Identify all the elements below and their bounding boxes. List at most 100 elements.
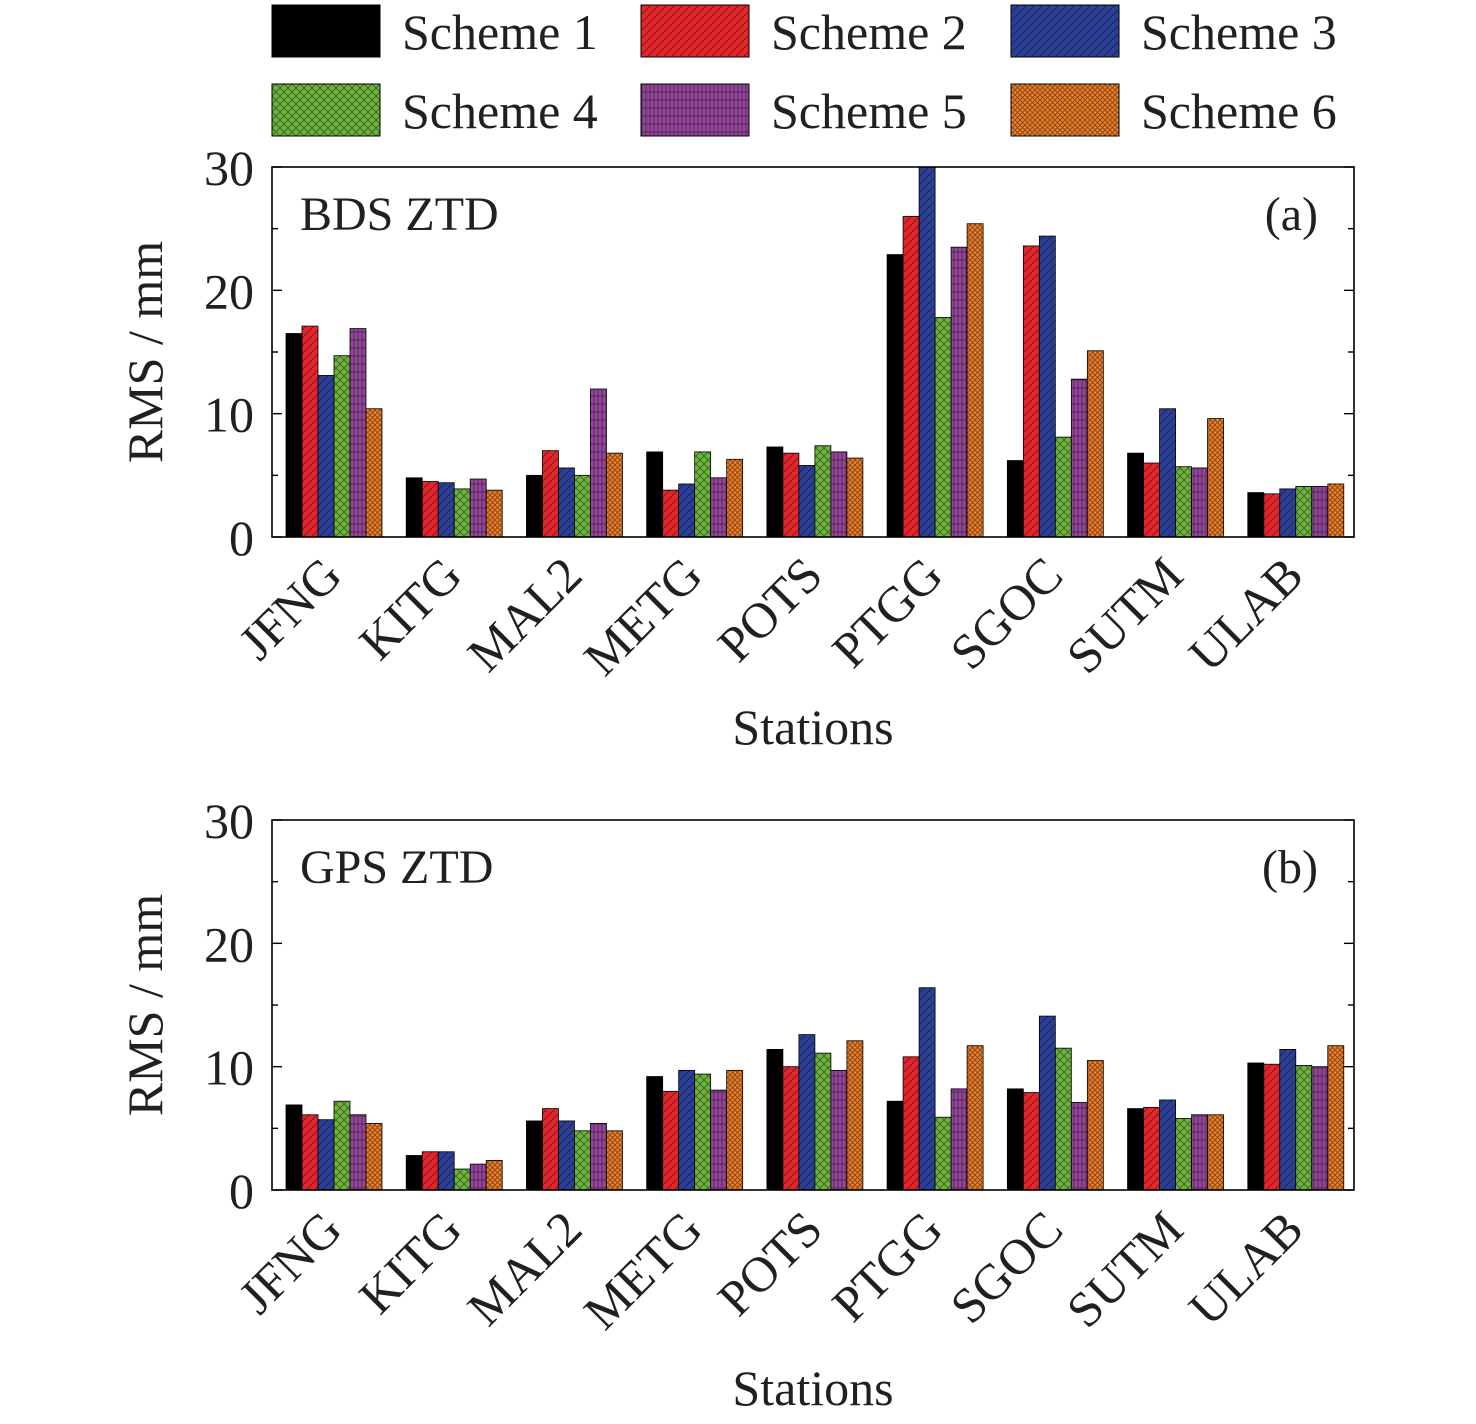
bar-mal2-scheme-6	[606, 452, 623, 538]
x-tick-label-mal2: MAL2	[456, 546, 592, 682]
y-axis-label: RMS / mm	[117, 241, 173, 463]
bar-mal2-scheme-3	[558, 1120, 575, 1191]
bar-pots-scheme-1	[766, 1049, 784, 1191]
x-tick-label-sutm: SUTM	[1056, 1200, 1194, 1338]
bar-sutm-scheme-3	[1159, 408, 1176, 538]
bar-ulab-scheme-1	[1247, 1062, 1265, 1191]
bar-sgoc-scheme-2	[1022, 245, 1040, 538]
bar-ulab-scheme-5	[1311, 1066, 1329, 1191]
y-axis: 0 10 20 30	[204, 140, 1354, 566]
bar-pots-scheme-4	[814, 445, 832, 538]
legend-swatch	[271, 83, 381, 137]
x-axis-label: Stations	[732, 699, 893, 755]
bar-jfng-scheme-5	[349, 1114, 367, 1191]
bar-kitg-scheme-6	[485, 1160, 503, 1191]
bar-ptgg-scheme-4	[934, 317, 952, 538]
legend-label: Scheme 4	[402, 83, 598, 139]
x-tick-label-metg: METG	[573, 546, 713, 686]
bar-sgoc-scheme-4	[1054, 436, 1072, 538]
bar-ulab-scheme-5	[1311, 486, 1329, 538]
bar-ptgg-scheme-5	[950, 246, 968, 538]
bar-metg-scheme-2	[662, 489, 680, 538]
bar-sutm-scheme-6	[1207, 1114, 1224, 1191]
bar-kitg-scheme-1	[405, 477, 423, 538]
legend-label: Scheme 1	[402, 4, 598, 60]
bar-sutm-scheme-1	[1127, 452, 1144, 538]
bar-jfng-scheme-6	[365, 408, 383, 538]
bar-kitg-scheme-3	[437, 482, 455, 538]
bar-mal2-scheme-2	[542, 450, 559, 538]
bar-sgoc-scheme-6	[1086, 1060, 1104, 1191]
bar-mal2-scheme-1	[526, 474, 543, 538]
bar-metg-scheme-3	[678, 483, 696, 538]
bar-kitg-scheme-2	[421, 1151, 439, 1191]
legend-item-scheme-4: Scheme 4	[271, 83, 598, 139]
bar-jfng-scheme-4	[333, 355, 351, 538]
bar-ulab-scheme-3	[1279, 488, 1297, 538]
bar-pots-scheme-6	[846, 1040, 864, 1191]
bar-sutm-scheme-5	[1191, 467, 1208, 538]
bar-sutm-scheme-6	[1207, 418, 1224, 538]
x-tick-label-sgoc: SGOC	[939, 1200, 1073, 1334]
y-tick-label: 10	[204, 1040, 254, 1096]
legend-label: Scheme 3	[1141, 4, 1337, 60]
bar-pots-scheme-5	[830, 1069, 848, 1191]
bar-sgoc-scheme-4	[1054, 1047, 1072, 1191]
x-tick-label-metg: METG	[573, 1200, 713, 1340]
x-tick-label-mal2: MAL2	[456, 1200, 592, 1336]
bar-ptgg-scheme-3	[918, 987, 936, 1191]
bar-sutm-scheme-1	[1127, 1108, 1144, 1191]
bar-ptgg-scheme-2	[902, 1056, 920, 1191]
x-tick-label-kitg: KITG	[348, 1200, 472, 1324]
bar-pots-scheme-6	[846, 457, 864, 538]
inset-title: BDS ZTD	[300, 188, 499, 241]
bar-ptgg-scheme-5	[950, 1088, 968, 1191]
legend-swatch	[640, 83, 750, 137]
bar-pots-scheme-2	[782, 1066, 800, 1191]
bar-metg-scheme-5	[710, 477, 728, 538]
bar-kitg-scheme-5	[469, 478, 487, 538]
y-tick-label: 20	[204, 263, 254, 319]
bar-kitg-scheme-4	[453, 1168, 471, 1191]
x-tick-label-ptgg: PTGG	[821, 1200, 953, 1332]
bar-ulab-scheme-6	[1327, 1045, 1345, 1191]
bar-sutm-scheme-2	[1143, 1106, 1160, 1191]
bar-sgoc-scheme-3	[1038, 235, 1056, 538]
bar-sgoc-scheme-6	[1086, 350, 1104, 538]
bar-kitg-scheme-6	[485, 489, 503, 538]
bar-ptgg-scheme-6	[966, 1045, 984, 1191]
bar-sgoc-scheme-3	[1038, 1015, 1056, 1191]
bar-mal2-scheme-5	[590, 388, 607, 538]
legend-swatch	[271, 4, 381, 58]
bar-ptgg-scheme-6	[966, 223, 984, 538]
legend-item-scheme-2: Scheme 2	[640, 4, 967, 60]
x-tick-label-ulab: ULAB	[1178, 546, 1314, 682]
x-tick-label-ptgg: PTGG	[821, 546, 953, 678]
bar-ptgg-scheme-4	[934, 1116, 952, 1191]
bar-metg-scheme-5	[710, 1089, 728, 1191]
bar-jfng-scheme-5	[349, 328, 367, 538]
bar-ulab-scheme-3	[1279, 1049, 1297, 1191]
bar-sgoc-scheme-5	[1070, 1102, 1088, 1191]
legend-label: Scheme 5	[771, 83, 967, 139]
bar-mal2-scheme-1	[526, 1120, 543, 1191]
bar-mal2-scheme-6	[606, 1130, 623, 1191]
x-tick-label-sutm: SUTM	[1056, 546, 1194, 684]
bar-jfng-scheme-6	[365, 1123, 383, 1191]
bar-pots-scheme-3	[798, 465, 816, 538]
x-tick-label-kitg: KITG	[348, 546, 472, 670]
bar-jfng-scheme-2	[301, 325, 319, 538]
inset-title: GPS ZTD	[300, 841, 493, 894]
bar-jfng-scheme-1	[285, 1104, 303, 1191]
bar-sutm-scheme-2	[1143, 462, 1160, 538]
bar-kitg-scheme-1	[405, 1155, 423, 1191]
bar-sgoc-scheme-5	[1070, 378, 1088, 538]
panel-a-bds-ztd: 0 10 20 30 RMS / mm JFNGKITGMAL2METGPOTSPTGGS…	[117, 140, 1355, 755]
y-tick-label: 30	[204, 793, 254, 849]
bar-metg-scheme-1	[646, 1076, 664, 1191]
legend-item-scheme-3: Scheme 3	[1010, 4, 1337, 60]
bar-metg-scheme-1	[646, 451, 664, 538]
bar-ptgg-scheme-2	[902, 215, 920, 538]
bar-mal2-scheme-3	[558, 467, 575, 538]
bar-kitg-scheme-2	[421, 481, 439, 538]
